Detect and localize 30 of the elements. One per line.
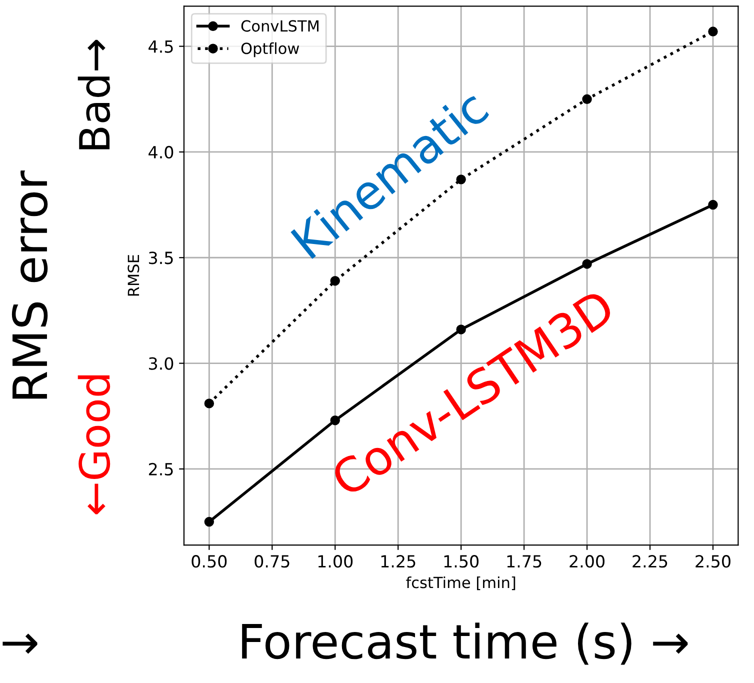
point	[582, 259, 592, 269]
y-tick-label: 2.5	[148, 462, 173, 476]
x-tick-label: 2.00	[570, 555, 604, 568]
point	[708, 200, 718, 210]
y-tick-label: 4.0	[148, 146, 174, 159]
x-axis-title: fcstTime [min]	[406, 576, 516, 590]
text: →	[2, 634, 38, 654]
y-axis-title: RMSE	[128, 254, 140, 296]
point	[204, 516, 214, 527]
x-tick-label: 1.50	[444, 555, 479, 568]
x-tick-label: 2.50	[696, 555, 730, 568]
x-tick-label: 1.25	[381, 555, 416, 568]
x-tick-label: 1.00	[318, 555, 353, 568]
point	[204, 398, 214, 408]
x-tick-label: 0.75	[254, 555, 290, 568]
y-tick-label: 3.5	[149, 252, 173, 264]
point	[582, 94, 592, 104]
text: ←Good	[78, 375, 110, 514]
y-tick-label: 4.5	[148, 40, 173, 53]
legend-label: Optflow	[241, 42, 300, 58]
text: Bad→	[78, 40, 110, 150]
legend-label: ConvLSTM	[241, 20, 318, 32]
text: RMS error	[12, 170, 48, 399]
text: Forecast time (s) →	[242, 622, 688, 665]
x-tick-label: 0.50	[192, 555, 227, 568]
point	[330, 276, 340, 286]
x-tick-label: 2.25	[632, 555, 668, 568]
point	[708, 26, 718, 36]
x-tick-label: 1.75	[507, 555, 542, 568]
y-tick-label: 3.0	[149, 357, 174, 370]
